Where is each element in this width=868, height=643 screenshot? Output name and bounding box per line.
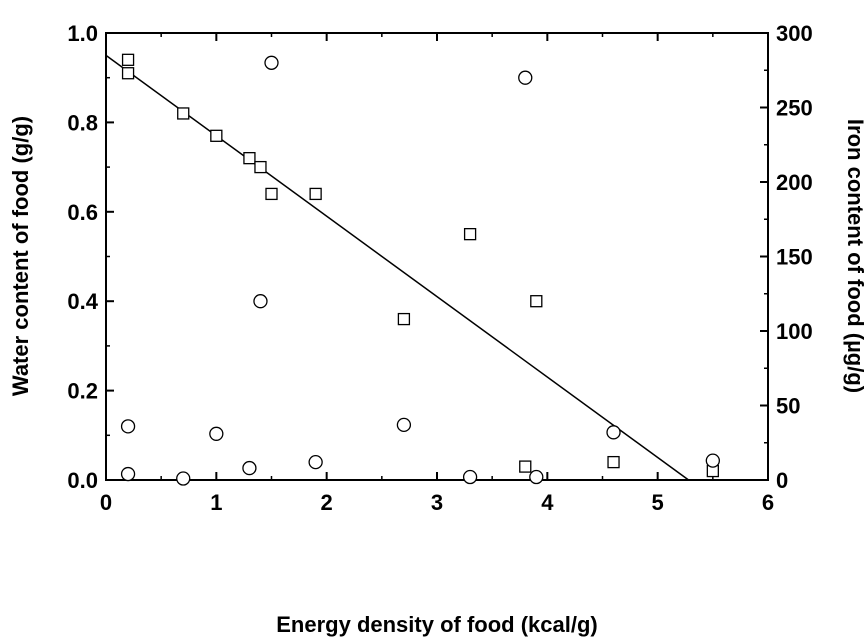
y2-tick-label: 200 [776, 170, 813, 195]
circle-point [176, 471, 191, 486]
circle-point [462, 469, 478, 485]
square-point [397, 312, 411, 326]
x-tick-label: 1 [210, 490, 222, 515]
circle-point [606, 425, 621, 440]
circle-point [518, 70, 533, 85]
x-axis-title: Energy density of food (kcal/g) [276, 612, 597, 637]
circle-point [396, 417, 412, 433]
square-point [210, 129, 223, 142]
square-point [519, 460, 532, 473]
y-tick-label: 0.6 [67, 200, 98, 225]
x-tick-label: 4 [541, 490, 554, 515]
y-tick-label: 0.4 [67, 289, 98, 314]
data-markers [120, 53, 720, 486]
circle-point [253, 294, 268, 309]
y2-tick-label: 150 [776, 245, 813, 270]
circle-point [120, 419, 136, 434]
square-point [177, 107, 190, 120]
circle-point [308, 454, 323, 470]
square-point [309, 187, 322, 201]
y2-tick-label: 0 [776, 468, 788, 493]
square-point [530, 295, 543, 308]
square-point [254, 160, 267, 174]
circle-point [209, 426, 224, 441]
y2-tick-label: 100 [776, 319, 813, 344]
y2-tick-label: 50 [776, 394, 800, 419]
y2-axis-title: Iron content of food (µg/g) [843, 119, 868, 393]
square-point [243, 152, 256, 165]
fit-line [105, 54, 690, 481]
circle-point [264, 55, 279, 70]
x-tick-label: 0 [100, 490, 112, 515]
circle-point [242, 460, 257, 476]
tick-labels: 0 1 2 3 4 5 6 0.0 0.2 0.4 0.6 0.8 1.0 0 50 100 150 200 250… [67, 21, 812, 515]
y-tick-label: 0.2 [67, 379, 98, 404]
y-tick-label: 0.8 [67, 110, 98, 135]
square-point [463, 227, 477, 241]
circle-point [120, 466, 136, 482]
x-tick-label: 5 [652, 490, 664, 515]
square-point [121, 53, 135, 66]
y2-tick-label: 250 [776, 96, 813, 121]
plot-frame [105, 32, 769, 481]
axis-ticks [105, 32, 769, 481]
y-tick-label: 1.0 [67, 21, 98, 46]
y-axis-title: Water content of food (g/g) [8, 116, 33, 396]
x-tick-label: 2 [321, 490, 333, 515]
x-tick-label: 3 [431, 490, 443, 515]
circle-point [705, 453, 720, 468]
x-tick-label: 6 [762, 490, 774, 515]
square-point [265, 187, 278, 201]
y2-tick-label: 300 [776, 21, 813, 46]
circle-point [529, 469, 544, 485]
y-tick-label: 0.0 [67, 468, 98, 493]
square-point [121, 67, 135, 80]
square-point [607, 455, 620, 469]
